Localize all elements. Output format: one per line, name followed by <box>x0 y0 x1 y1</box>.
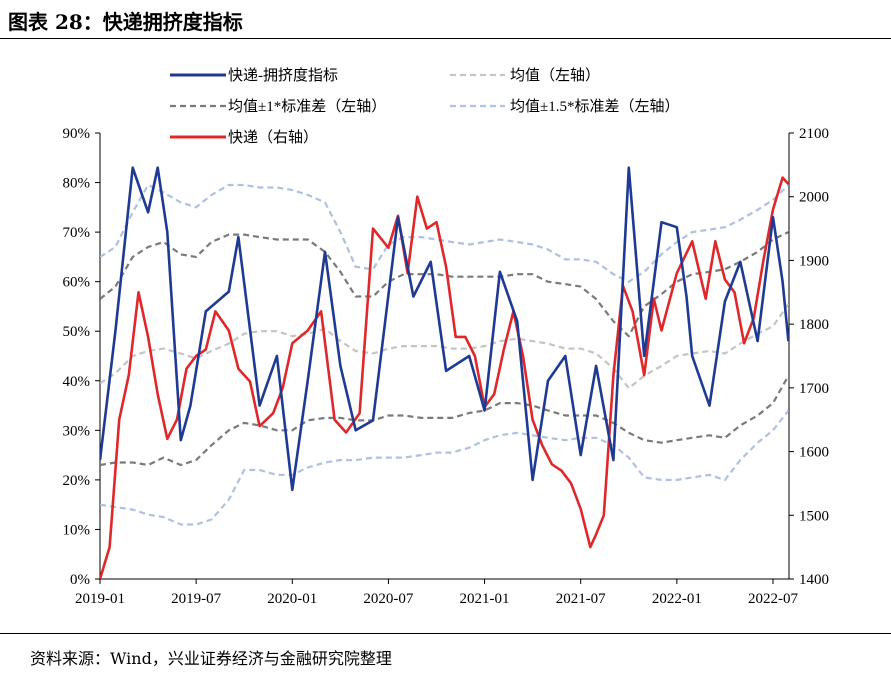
footer-rule <box>0 633 891 634</box>
right-tick-label: 1900 <box>799 253 829 269</box>
legend-label-price: 快递（右轴） <box>228 129 318 146</box>
chart: 快递-拥挤度指标 均值（左轴） 均值±1*标准差（左轴） 均值±1.5*标准差（… <box>63 67 830 607</box>
left-tick-label: 50% <box>63 324 91 340</box>
left-tick-label: 30% <box>63 423 91 439</box>
legend-label-mean: 均值（左轴） <box>510 67 600 84</box>
title-rule <box>0 38 891 39</box>
right-tick-label: 2000 <box>799 190 829 206</box>
x-tick-label: 2021-01 <box>460 591 510 607</box>
axes: 0% 10% 20% 30% 40% 50% 60% 70% 80% 90% 1400 1500 160… <box>63 126 830 607</box>
left-tick-label: 10% <box>63 522 91 538</box>
series-layer <box>100 166 789 579</box>
series-line-6 <box>100 409 789 526</box>
x-tick-label: 2021-07 <box>556 591 606 607</box>
series-line-5 <box>100 183 789 283</box>
x-tick-label: 2019-07 <box>171 591 221 607</box>
legend-label-crowding: 快递-拥挤度指标 <box>228 67 338 84</box>
left-tick-label: 20% <box>63 473 91 489</box>
right-tick-label: 1800 <box>799 317 829 333</box>
series-line-4 <box>100 375 789 467</box>
legend-label-std15: 均值±1.5*标准差（左轴） <box>510 98 679 115</box>
right-tick-label: 1400 <box>799 572 829 588</box>
legend: 快递-拥挤度指标 均值（左轴） 均值±1*标准差（左轴） 均值±1.5*标准差（… <box>170 67 679 146</box>
legend-label-std1: 均值±1*标准差（左轴） <box>228 98 386 115</box>
series-line-2 <box>100 303 789 390</box>
right-tick-label: 2100 <box>799 126 829 142</box>
left-tick-label: 90% <box>63 126 91 142</box>
page-title: 图表 28：快递拥挤度指标 <box>8 10 243 34</box>
x-tick-label: 2020-07 <box>363 591 413 607</box>
left-tick-label: 60% <box>63 275 91 291</box>
left-tick-label: 70% <box>63 225 91 241</box>
source-note: 资料来源：Wind，兴业证券经济与金融研究院整理 <box>30 649 392 668</box>
left-tick-label: 0% <box>70 572 90 588</box>
left-tick-label: 40% <box>63 374 91 390</box>
x-tick-label: 2022-01 <box>652 591 702 607</box>
x-tick-label: 2020-01 <box>267 591 317 607</box>
right-tick-label: 1600 <box>799 445 829 461</box>
series-line-0 <box>100 166 789 492</box>
right-tick-label: 1700 <box>799 381 829 397</box>
left-tick-label: 80% <box>63 176 91 192</box>
x-tick-label: 2019-01 <box>75 591 125 607</box>
right-tick-label: 1500 <box>799 508 829 524</box>
series-line-1 <box>100 176 789 579</box>
x-tick-label: 2022-07 <box>748 591 798 607</box>
